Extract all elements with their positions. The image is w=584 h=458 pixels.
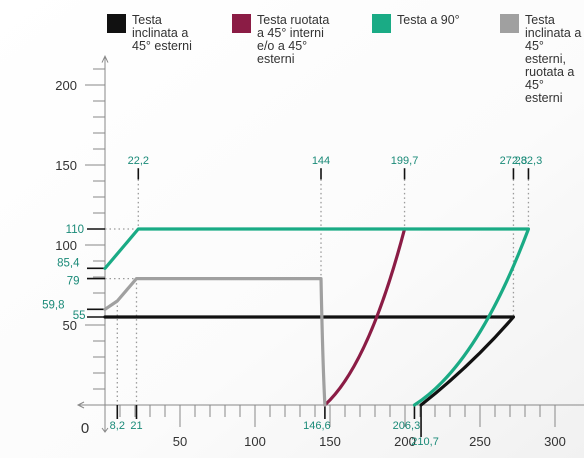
y-marker-label: 110	[66, 224, 84, 236]
x-tick-label: 300	[544, 434, 566, 449]
series-line-testa-a-90	[103, 227, 531, 407]
y-marker-label: 55	[73, 310, 86, 322]
origin-label: 0	[81, 420, 89, 437]
series-line-testa-inclinata-a-45-esterni-ruotata-a-45-esterni	[103, 277, 327, 407]
y-marker-label: 85,4	[57, 257, 80, 269]
legend-item: Testa ruotata a 45° interni e/o a 45° es…	[232, 14, 329, 66]
legend-label: Testa ruotata a 45° interni e/o a 45° es…	[257, 13, 330, 66]
bottom-marker-label: 8,2	[110, 420, 125, 432]
legend-swatch	[372, 14, 391, 33]
bottom-marker-label: 210,7	[411, 436, 439, 448]
x-axis-arrow-left	[76, 401, 85, 409]
legend-item: Testa a 90°	[372, 14, 460, 33]
y-tick-label: 50	[63, 318, 77, 333]
y-tick-label: 200	[55, 78, 77, 93]
y-axis-arrow-up	[101, 55, 109, 63]
bottom-marker-label: 21	[130, 420, 142, 432]
top-marker-label: 144	[312, 155, 330, 167]
x-tick-label: 200	[394, 434, 416, 449]
legend-swatch	[232, 14, 251, 33]
y-marker-label: 59,8	[42, 299, 64, 311]
x-tick-label: 250	[469, 434, 491, 449]
x-tick-label: 50	[173, 434, 187, 449]
legend-item: Testa inclinata a 45° esterni	[107, 14, 192, 53]
y-tick-label: 100	[55, 238, 77, 253]
series-line-testa-inclinata-a-45-esterni	[103, 315, 516, 407]
top-marker-label: 282,3	[515, 155, 543, 167]
top-marker-label: 199,7	[391, 155, 419, 167]
top-marker-label: 272,3	[500, 155, 528, 167]
top-marker-label: 22,2	[128, 155, 149, 167]
legend-label: Testa a 90°	[397, 13, 460, 27]
x-tick-label: 150	[319, 434, 341, 449]
y-marker-label: 79	[67, 276, 80, 288]
legend-swatch	[500, 14, 519, 33]
legend-label: Testa inclinata a 45° esterni, ruotata a…	[525, 13, 582, 105]
x-tick-label: 100	[244, 434, 266, 449]
legend-item: Testa inclinata a 45° esterni, ruotata a…	[500, 14, 584, 105]
legend-swatch	[107, 14, 126, 33]
legend-label: Testa inclinata a 45° esterni	[132, 13, 192, 53]
series-line-testa-ruotata-a-45-interni-e-o-a-45-esterni	[323, 227, 407, 407]
bottom-marker-label: 146,6	[303, 420, 331, 432]
y-tick-label: 150	[55, 158, 77, 173]
bottom-marker-label: 206,3	[393, 420, 421, 432]
